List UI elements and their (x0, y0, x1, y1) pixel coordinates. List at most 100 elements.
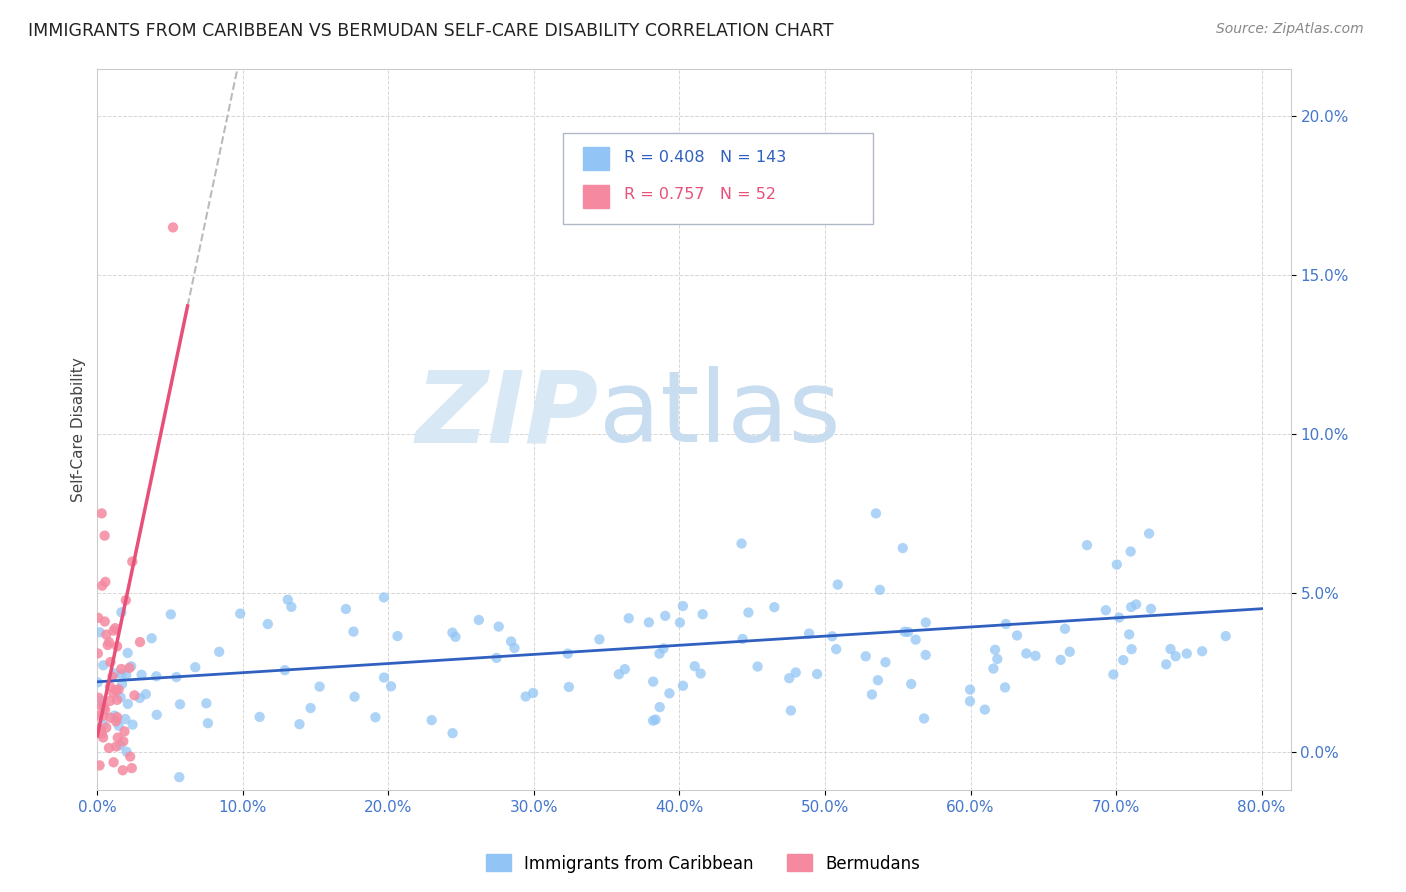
Point (89, 625, 111, 640)
Point (1154, 657, 1177, 672)
Point (1053, 622, 1076, 636)
Point (87, 611, 110, 625)
Point (165, 670, 187, 684)
Point (1076, 538, 1098, 552)
Point (779, 704, 801, 718)
Point (444, 630, 467, 644)
Point (256, 617, 278, 632)
Point (103, 624, 125, 638)
Text: atlas: atlas (599, 367, 841, 463)
Point (103, 756, 125, 770)
Point (98, 680, 121, 694)
Point (866, 673, 889, 688)
Point (893, 624, 915, 639)
Point (97, 741, 120, 756)
Point (891, 541, 914, 555)
Point (373, 591, 395, 605)
Point (644, 713, 666, 727)
Point (689, 666, 711, 681)
Text: ZIP: ZIP (416, 367, 599, 463)
Point (107, 731, 129, 745)
Text: R = 0.408   N = 143: R = 0.408 N = 143 (624, 150, 786, 165)
Point (747, 659, 769, 673)
Point (342, 624, 364, 639)
Point (110, 667, 132, 681)
Point (335, 602, 357, 616)
Point (1112, 653, 1135, 667)
Point (860, 688, 883, 702)
Point (280, 599, 302, 614)
Point (827, 577, 849, 591)
Point (1215, 629, 1237, 643)
Point (90, 507, 112, 521)
Point (637, 615, 659, 630)
Point (103, 666, 125, 681)
Point (115, 745, 138, 759)
Point (648, 647, 671, 661)
Point (288, 717, 311, 731)
Point (1024, 648, 1046, 663)
Point (986, 652, 1008, 666)
Point (208, 645, 231, 659)
Point (825, 642, 848, 657)
Point (100, 655, 122, 669)
Point (672, 599, 695, 613)
Point (91, 717, 114, 731)
Point (778, 671, 800, 685)
Point (683, 659, 706, 673)
Point (229, 607, 252, 621)
Point (105, 710, 128, 724)
Point (114, 712, 136, 726)
Point (195, 696, 218, 710)
Point (167, 770, 190, 784)
Point (120, 749, 142, 764)
Point (865, 507, 887, 521)
Point (90, 694, 112, 708)
Point (897, 625, 920, 640)
Point (1121, 600, 1143, 615)
Point (617, 611, 640, 625)
Point (121, 717, 143, 731)
Point (994, 617, 1017, 632)
Point (522, 686, 544, 700)
Point (96, 721, 118, 735)
Point (501, 634, 523, 648)
Point (1140, 602, 1163, 616)
Point (669, 615, 692, 630)
Point (763, 600, 786, 615)
Point (94, 703, 117, 717)
Point (875, 655, 897, 669)
Point (1125, 598, 1147, 612)
Point (98, 635, 121, 649)
Point (89, 723, 111, 737)
Point (91, 579, 114, 593)
Point (87, 690, 110, 705)
Point (169, 698, 191, 712)
Point (121, 761, 143, 775)
Point (607, 667, 630, 681)
Point (94, 574, 117, 589)
Point (1175, 647, 1198, 661)
Point (420, 713, 443, 727)
Point (184, 660, 207, 674)
Point (1095, 603, 1118, 617)
Point (1108, 610, 1130, 624)
Point (110, 662, 132, 676)
Point (869, 582, 891, 597)
Point (115, 668, 138, 682)
Point (104, 682, 127, 697)
Point (131, 667, 153, 681)
Point (104, 621, 127, 635)
Bar (583, 147, 609, 170)
Point (93, 528, 115, 542)
Point (110, 690, 132, 705)
Text: R = 0.757   N = 52: R = 0.757 N = 52 (624, 187, 776, 202)
Point (654, 608, 676, 623)
Point (117, 646, 139, 660)
Point (91, 731, 114, 745)
Point (124, 689, 146, 703)
Point (1121, 642, 1143, 657)
Point (111, 764, 134, 778)
Point (658, 686, 681, 700)
Point (380, 679, 402, 693)
